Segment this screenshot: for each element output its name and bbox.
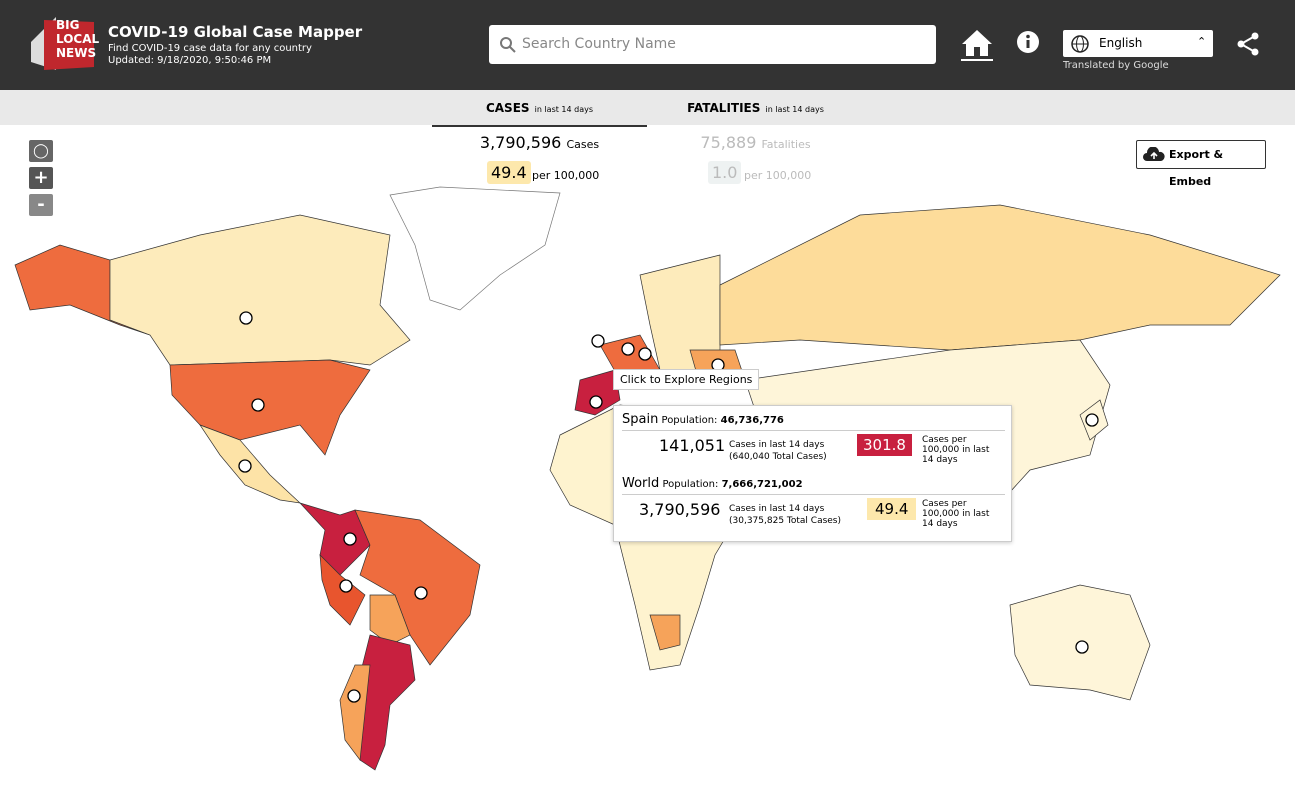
population: 46,736,776 [720, 415, 784, 426]
cases-total: 3,790,596 [479, 133, 562, 152]
country [339, 664, 371, 761]
header: BIG LOCAL NEWS COVID-19 Global Case Mapper… [0, 0, 1295, 90]
updated: Updated: 9/18/2020, 9:50:46 PM [108, 55, 272, 66]
language: English [1099, 36, 1143, 50]
export-label: Export & Embed [1169, 148, 1224, 188]
reset-view[interactable]: ◯ [29, 140, 53, 162]
logo-text: BIG LOCAL NEWS [56, 18, 99, 60]
tab-sub: in last 14 days [765, 105, 824, 114]
country [109, 214, 411, 366]
tab-cases[interactable]: CASES in last 14 days [432, 90, 647, 127]
rate-label: Cases per 100,000 in last 14 days [922, 499, 990, 529]
cases-rate: 49.4 [487, 161, 531, 184]
country [369, 594, 411, 646]
fatalities-rate: 1.0 [708, 161, 742, 184]
export-button[interactable]: Export & Embed [1136, 140, 1266, 188]
cloud-icon [1143, 147, 1165, 161]
total-cases: (30,375,825 Total Cases) [729, 516, 842, 526]
tab-label: CASES [485, 101, 530, 115]
tooltip: Click to Explore Regions [613, 369, 760, 390]
explore-markers[interactable] [238, 311, 1099, 703]
info-button[interactable] [1016, 30, 1040, 54]
population: 7,666,721,002 [721, 479, 803, 490]
greenland [389, 186, 561, 311]
caret: ⌃ [1197, 35, 1207, 48]
cases-label: Cases in last 14 days [729, 440, 825, 450]
zoom-in[interactable]: + [29, 167, 53, 189]
globe-icon [1071, 35, 1089, 53]
total-cases: (640,040 Total Cases) [729, 452, 827, 462]
cases-summary: 3,790,596 Cases [432, 133, 647, 152]
tab-bar: CASES in last 14 days FATALITIES in last… [0, 90, 1295, 127]
cases: 141,051 [659, 436, 726, 455]
share-button[interactable] [1236, 32, 1260, 56]
translated: Translated by Google [1063, 60, 1169, 71]
app-subtitle: Find COVID-19 case data for any country [108, 43, 312, 54]
logo [31, 17, 94, 70]
search-icon [500, 37, 516, 53]
country [169, 359, 371, 456]
search-placeholder: Search Country Name [522, 36, 676, 52]
logo-line: LOCAL [56, 32, 100, 46]
rate: 301.8 [857, 434, 912, 456]
country [574, 369, 621, 416]
region-name: Spain [622, 412, 659, 427]
country [719, 204, 1281, 351]
population-label: Population: [662, 479, 719, 490]
cases-unit: Cases [566, 138, 600, 151]
rate: 49.4 [867, 498, 917, 520]
tab-fatalities[interactable]: FATALITIES in last 14 days [648, 90, 863, 125]
logo-line: NEWS [56, 46, 97, 60]
fatalities-unit: Fatalities [761, 138, 811, 151]
info-popup: Spain Population: 46,736,776 141,051 Cas… [613, 405, 1012, 542]
zoom-out[interactable]: - [29, 194, 53, 216]
fatalities-summary: 75,889 Fatalities [648, 133, 863, 152]
home-button[interactable] [960, 28, 994, 62]
search-box[interactable]: Search Country Name [489, 25, 936, 64]
cases-label: Cases in last 14 days [729, 504, 825, 514]
tab-label: FATALITIES [687, 101, 761, 115]
logo-line: BIG [56, 18, 80, 32]
rate-unit: per 100,000 [744, 169, 812, 182]
country [298, 502, 371, 576]
rate-label: Cases per 100,000 in last 14 days [922, 435, 990, 465]
region-name: World [622, 476, 660, 491]
app-title: COVID-19 Global Case Mapper [108, 23, 363, 41]
country [649, 614, 681, 651]
tab-sub: in last 14 days [534, 105, 594, 114]
fatalities-total: 75,889 [700, 133, 757, 152]
cases: 3,790,596 [639, 500, 721, 519]
population-label: Population: [661, 415, 718, 426]
rate-unit: per 100,000 [532, 169, 600, 182]
language-select[interactable]: English ⌃ [1063, 30, 1213, 57]
